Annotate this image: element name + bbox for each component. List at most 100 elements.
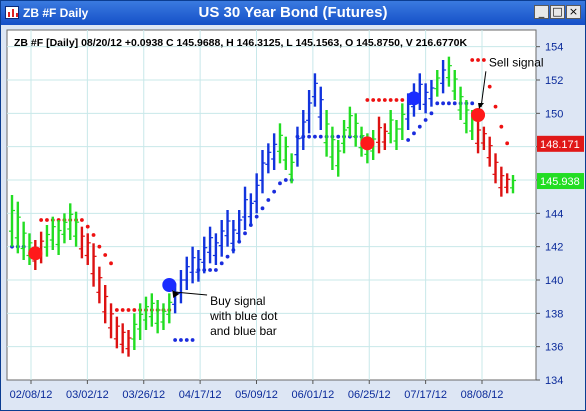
- trail-dot: [39, 218, 44, 222]
- trail-dot: [132, 308, 137, 312]
- buy-signal-marker: [406, 91, 421, 106]
- trail-dot: [382, 98, 387, 102]
- trail-dot: [225, 254, 230, 259]
- window-titlebar[interactable]: ZB #F Daily US 30 Year Bond (Futures) _ …: [1, 1, 585, 25]
- trail-dot: [126, 308, 131, 312]
- trail-dot: [481, 58, 486, 62]
- trail-dot: [103, 253, 108, 257]
- trail-dot: [365, 98, 370, 102]
- buy-signal-arrowhead: [172, 290, 180, 298]
- trail-dot: [318, 134, 323, 139]
- trail-dot: [219, 261, 224, 266]
- y-tick-label: 154: [545, 42, 563, 54]
- minimize-button[interactable]: _: [534, 5, 549, 19]
- trail-dot: [91, 233, 96, 237]
- sell-signal-arrowhead: [478, 103, 485, 109]
- trail-dot: [371, 98, 376, 102]
- buy-signal-arrow: [174, 291, 208, 296]
- buy-signal-label: and blue bar: [210, 324, 277, 338]
- trail-dot: [213, 268, 218, 272]
- sell-signal-marker: [28, 246, 43, 261]
- last-price-label: 145.938: [540, 176, 580, 188]
- trail-dot: [120, 308, 125, 312]
- trail-dot: [80, 218, 84, 222]
- trail-dot: [85, 224, 90, 229]
- price-bars: [9, 56, 516, 357]
- trail-dot: [476, 58, 480, 62]
- trail-dot: [505, 141, 510, 146]
- x-axis: 02/08/12 03/02/12 03/26/12 04/17/12 05/09/12…: [10, 380, 504, 401]
- last-price-box: [537, 135, 584, 152]
- trail-dot: [243, 231, 247, 236]
- trail-dot: [208, 268, 212, 272]
- last-price-label: 148.171: [540, 139, 580, 151]
- trail-dot: [487, 84, 492, 89]
- sell-signal-marker: [471, 108, 486, 122]
- window-title: US 30 Year Bond (Futures): [198, 4, 388, 21]
- y-tick-label: 142: [545, 242, 563, 254]
- trail-dot: [45, 218, 49, 222]
- trail-dot: [423, 118, 428, 122]
- trail-dot: [470, 58, 475, 62]
- x-tick-label: 06/25/12: [348, 389, 391, 401]
- trail-dot: [429, 111, 434, 116]
- sell-signal-marker: [360, 136, 375, 151]
- buy-signal-marker: [162, 278, 177, 292]
- y-tick-label: 138: [545, 308, 563, 320]
- trail-dot: [307, 134, 312, 139]
- plot-area: [6, 29, 537, 381]
- trail-dot: [452, 101, 457, 106]
- x-tick-label: 02/08/12: [10, 389, 53, 401]
- signal-markers: [28, 91, 486, 292]
- trail-dot: [184, 338, 189, 342]
- trail-dot: [470, 101, 475, 106]
- x-tick-label: 03/02/12: [66, 389, 109, 401]
- y-tick-label: 150: [545, 108, 563, 120]
- y-tick-label: 136: [545, 342, 563, 354]
- close-button[interactable]: ×: [566, 5, 581, 19]
- y-tick-label: 152: [545, 75, 563, 87]
- y-tick-label: 140: [545, 275, 563, 287]
- sell-signal-label: Sell signal: [489, 55, 544, 69]
- y-tick-label: 144: [545, 208, 563, 220]
- trail-dot: [406, 138, 411, 142]
- trail-dot: [283, 178, 288, 182]
- trail-dot: [388, 98, 393, 102]
- trail-dot: [441, 101, 445, 106]
- trail-dot: [499, 124, 504, 129]
- maximize-button[interactable]: □: [550, 5, 565, 19]
- x-tick-label: 03/26/12: [122, 389, 165, 401]
- trail-dot: [412, 131, 416, 136]
- x-tick-label: 06/01/12: [291, 389, 334, 401]
- trail-dot: [272, 189, 277, 194]
- trail-dot: [254, 214, 259, 219]
- trail-dot: [417, 124, 422, 129]
- trail-dot: [447, 101, 451, 106]
- trail-dot: [394, 98, 399, 102]
- trail-dot: [313, 134, 317, 139]
- buy-signal-label: Buy signal: [210, 294, 265, 308]
- sell-signal-arrow: [480, 71, 487, 108]
- trail-dot: [190, 338, 195, 342]
- chart-app-icon: [5, 6, 19, 19]
- grid-lines: [7, 30, 536, 380]
- last-price-box: [537, 173, 584, 190]
- window-label: ZB #F Daily: [23, 6, 89, 20]
- y-tick-label: 134: [545, 375, 563, 387]
- trail-dot: [400, 98, 405, 102]
- buy-signal-label: with blue dot: [209, 309, 278, 323]
- chart-header: ZB #F [Daily] 08/20/12 +0.0938 C 145.968…: [14, 37, 468, 49]
- x-tick-label: 04/17/12: [179, 389, 222, 401]
- trail-dot: [97, 244, 102, 249]
- trail-dot: [260, 206, 265, 211]
- trail-dot: [114, 308, 119, 312]
- trail-dot: [377, 98, 381, 102]
- trail-dot: [266, 198, 271, 202]
- trail-dot: [493, 104, 498, 109]
- x-tick-label: 08/08/12: [461, 389, 504, 401]
- trail-dot: [278, 181, 282, 186]
- trail-dot: [435, 101, 440, 106]
- y-axis: 154152150148146144142140138136134148.171…: [536, 42, 584, 387]
